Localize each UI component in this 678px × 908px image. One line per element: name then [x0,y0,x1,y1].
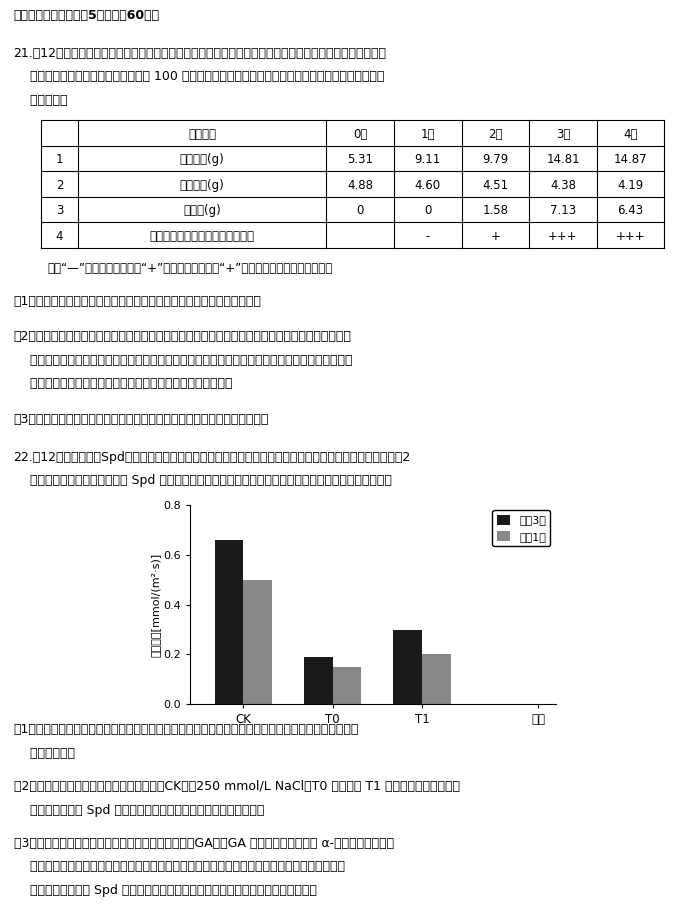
Text: 4天: 4天 [623,128,638,141]
Text: 注：“—”表示无阳性反应；“+”表示有阳性反应，“+”越多，阳性反应结果越显著。: 注：“—”表示无阳性反应；“+”表示有阳性反应，“+”越多，阳性反应结果越显著。 [47,262,333,275]
Text: 下列问题：: 下列问题： [14,94,67,107]
Text: +: + [490,230,500,242]
Text: 根鲜重(g): 根鲜重(g) [183,204,221,217]
Text: 9.11: 9.11 [414,153,441,166]
Text: 0: 0 [357,204,364,217]
Text: （2）小麦种子萝发期间，整株鲜重增加，细胞中自由水和结合水的比値＿＿＿＿＿＿，土壤中水分子: （2）小麦种子萝发期间，整株鲜重增加，细胞中自由水和结合水的比値＿＿＿＿＿＿，土… [14,331,351,343]
Text: 4.60: 4.60 [415,179,441,192]
Text: 21.（12分）小麦种子萝发过程中，储藏的淠粉等物质在酶的催化下生成简单有机物，为新器官的生长和呼吸: 21.（12分）小麦种子萝发过程中，储藏的淠粉等物质在酶的催化下生成简单有机物，… [14,47,386,60]
Text: 由实验结果可知 Spd 对盐胁迫下种子呼吸速率的影响是＿＿＿＿。: 由实验结果可知 Spd 对盐胁迫下种子呼吸速率的影响是＿＿＿＿。 [14,804,264,816]
Text: 1天: 1天 [420,128,435,141]
Text: 5.31: 5.31 [347,153,373,166]
Text: （1）藜麦细胞膜的主要成分是＿＿＿＿＿＿。在藜麦种子促进萝发的过程中需要不断通入空气，其目的: （1）藜麦细胞膜的主要成分是＿＿＿＿＿＿。在藜麦种子促进萝发的过程中需要不断通入… [14,724,359,736]
Text: 22.（12分）亚精胺（Spd）是一种广泛存在于植物细胞中的低分子含氮碱，可以调节植物生长。某实验小组以2: 22.（12分）亚精胺（Spd）是一种广泛存在于植物细胞中的低分子含氮碱，可以调… [14,450,411,464]
Bar [393,629,422,705]
Text: （2）本实验中，处理设置分别为：蕋馏水（CK）、250 mmol/L NaCl（T0 组），则 T1 组的处理为＿＿＿＿，: （2）本实验中，处理设置分别为：蕋馏水（CK）、250 mmol/L NaCl（… [14,780,460,793]
Text: 7.13: 7.13 [550,204,576,217]
Text: 14.81: 14.81 [546,153,580,166]
Text: 整株干重(g): 整株干重(g) [180,179,224,192]
Text: 2天: 2天 [488,128,502,141]
Text: （1）小麦种子中含量最丰富的有机物是＿，组成这种有机物的单体是＿。: （1）小麦种子中含量最丰富的有机物是＿，组成这种有机物的单体是＿。 [14,295,262,308]
Text: 个藜麦品种为实验材料，研究 Spd 对盐胁迫下藜麦种子萝发的影响，实验结果如图所示。回答下列问题：: 个藜麦品种为实验材料，研究 Spd 对盐胁迫下藜麦种子萝发的影响，实验结果如图所… [14,474,391,488]
Text: 2: 2 [56,179,63,192]
Text: 6.43: 6.43 [618,204,643,217]
Text: 1.58: 1.58 [482,204,508,217]
Text: 以＿＿＿＿＿的方式进入细胞，加速有机物的分解。整株干重逐渐减少，说明由于＿＿＿＿＿＿作: 以＿＿＿＿＿的方式进入细胞，加速有机物的分解。整株干重逐渐减少，说明由于＿＿＿＿… [14,354,352,367]
Text: -: - [426,230,430,242]
Text: 3: 3 [56,204,63,217]
Text: 粒粒浸出液与双缩脿试剂反应结果: 粒粒浸出液与双缩脿试剂反应结果 [150,230,255,242]
Text: 4.19: 4.19 [618,179,643,192]
Text: 胚乳中的费藏物。淠粉是萝发过程中呼吸作用和新陈代谢中间产物的供应者，据此推测，盐胁迫: 胚乳中的费藏物。淠粉是萝发过程中呼吸作用和新陈代谢中间产物的供应者，据此推测，盐… [14,860,344,873]
Text: 二、非选择题：本题兲5小题，全60分。: 二、非选择题：本题兲5小题，全60分。 [14,9,160,22]
Text: 用，消耗了有机物，推测细胞渗透吸水能力逐渐＿＿＿＿＿＿: 用，消耗了有机物，推测细胞渗透吸水能力逐渐＿＿＿＿＿＿ [14,378,232,390]
Text: 3天: 3天 [556,128,570,141]
Text: 4.51: 4.51 [482,179,508,192]
Bar [422,655,451,705]
Text: 作用提供原料。某研究小组随机选取 100 粒小麦种子，检测了不同萝发时间的各项数据，见下表。回答: 作用提供原料。某研究小组随机选取 100 粒小麦种子，检测了不同萝发时间的各项数… [14,71,384,84]
Text: 0: 0 [424,204,431,217]
Text: 1: 1 [56,153,63,166]
Text: 9.79: 9.79 [482,153,508,166]
Text: （3）藜麦种子吸胀后，首先引起胚细胞合成赤霉素（GA），GA 扩散至糖粉层，诱导 α-淠粉酶产生，降解: （3）藜麦种子吸胀后，首先引起胚细胞合成赤霉素（GA），GA 扩散至糖粉层，诱导… [14,836,394,850]
Text: 影响种子萝发以及 Spd 浸种可以促进种子萝发的原因分别是＿＿＿＿、＿＿＿＿。: 影响种子萝发以及 Spd 浸种可以促进种子萝发的原因分别是＿＿＿＿、＿＿＿＿。 [14,883,317,897]
Bar [304,657,333,705]
Legend: 青洂3号, 青洂1号: 青洂3号, 青洂1号 [492,510,551,547]
Text: 4: 4 [56,230,63,242]
Text: +++: +++ [616,230,645,242]
Text: 4.38: 4.38 [550,179,576,192]
Bar [333,667,361,705]
Text: 是＿＿＿＿。: 是＿＿＿＿。 [14,747,75,760]
Text: 整株鲜重(g): 整株鲜重(g) [180,153,224,166]
Bar [215,539,243,705]
Text: 萝发时间: 萝发时间 [188,128,216,141]
Text: 4.88: 4.88 [347,179,373,192]
Text: 0天: 0天 [353,128,367,141]
Y-axis label: 呼吸速率[mmol/(m²·s)]: 呼吸速率[mmol/(m²·s)] [151,552,160,656]
Text: 14.87: 14.87 [614,153,647,166]
Bar [243,579,272,705]
Text: （3）由表中数据可知，小麦种子萝发期间的营养价値上升，主要原因是＿。: （3）由表中数据可知，小麦种子萝发期间的营养价値上升，主要原因是＿。 [14,413,269,426]
Text: +++: +++ [549,230,578,242]
